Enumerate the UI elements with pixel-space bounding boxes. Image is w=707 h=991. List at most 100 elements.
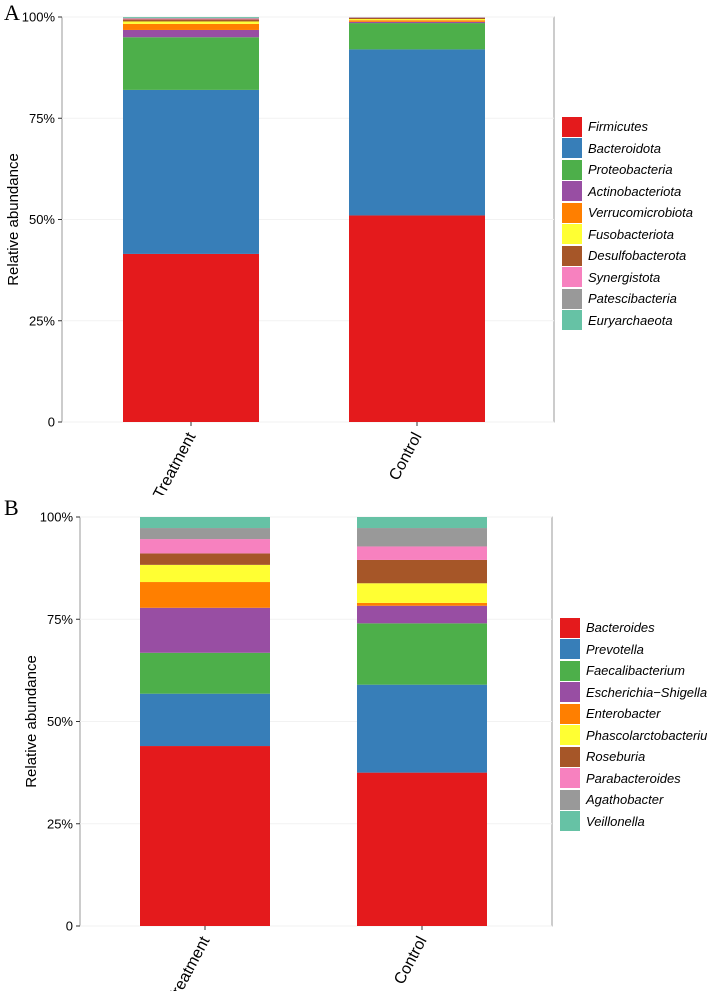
bar-segment: [123, 37, 259, 90]
bar-segment: [123, 253, 259, 422]
bar-segment: [357, 684, 487, 773]
legend-swatch: [560, 639, 580, 660]
legend-swatch: [562, 181, 582, 202]
x-tick-label: Control: [391, 934, 430, 988]
legend-item: Veillonella: [560, 811, 707, 833]
legend-item: Actinobacteriota: [562, 181, 693, 203]
bar-segment: [123, 19, 259, 22]
legend-item: Proteobacteria: [562, 159, 693, 181]
bar-segment: [349, 20, 485, 22]
bar-segment: [123, 18, 259, 20]
legend-item: Roseburia: [560, 746, 707, 768]
legend-swatch: [560, 768, 580, 789]
bar-segment: [123, 29, 259, 38]
bar-segment: [349, 19, 485, 21]
panel-a: A 0 25% 50% 75% 100% Relative abundance Treatm…: [0, 0, 707, 495]
y-tick-label: 25%: [47, 816, 73, 831]
legend-item: Desulfobacterota: [562, 245, 693, 267]
y-tick-label: 50%: [29, 212, 55, 227]
legend-swatch: [562, 288, 582, 309]
bar-segment: [349, 21, 485, 24]
legend-label: Actinobacteriota: [588, 183, 682, 199]
stacked-bar-chart-genus: 0 25% 50% 75% 100% Relative abundance Treatmen…: [23, 510, 553, 991]
legend-swatch: [562, 310, 582, 331]
legend-swatch: [560, 703, 580, 724]
bar-segment: [357, 623, 487, 685]
legend-swatch: [562, 202, 582, 223]
legend-label: Verrucomicrobiota: [588, 205, 694, 221]
legend-swatch: [562, 224, 582, 245]
legend-item: Euryarchaeota: [562, 310, 693, 332]
legend-label: Euryarchaeota: [588, 312, 673, 328]
y-tick-label: 25%: [29, 313, 55, 328]
legend-label: Escherichia−Shigella: [586, 684, 707, 700]
bar-segment: [140, 693, 270, 747]
legend-label: Patescibacteria: [588, 291, 677, 307]
legend-swatch: [560, 811, 580, 832]
legend-item: Bacteroides: [560, 617, 707, 639]
legend-swatch: [560, 660, 580, 681]
legend-item: Faecalibacterium: [560, 660, 707, 682]
legend-swatch: [562, 267, 582, 288]
legend-swatch: [562, 138, 582, 159]
y-axis-label: Relative abundance: [5, 153, 22, 286]
y-tick-label: 100%: [40, 510, 74, 525]
legend-item: Enterobacter: [560, 703, 707, 725]
y-tick-label: 0: [48, 415, 55, 430]
legend-item: Agathobacter: [560, 789, 707, 811]
legend-swatch: [560, 789, 580, 810]
bar-segment: [140, 528, 270, 540]
legend-label: Agathobacter: [586, 792, 664, 808]
bar-segment: [140, 553, 270, 565]
bar-segment: [349, 215, 485, 422]
legend-label: Desulfobacterota: [588, 248, 687, 264]
legend-item: Bacteroidota: [562, 138, 693, 160]
bar-segment: [357, 602, 487, 606]
legend: Firmicutes Bacteroidota Proteobacteria Acti…: [562, 116, 693, 331]
bar-segment: [140, 746, 270, 926]
legend-label: Faecalibacterium: [586, 663, 685, 679]
bar-segment: [123, 89, 259, 254]
bar-segment: [349, 23, 485, 50]
x-tick-label: Treatment: [151, 429, 200, 495]
legend-label: Firmicutes: [588, 119, 648, 135]
legend-item: Escherichia−Shigella: [560, 682, 707, 704]
bar-segment: [140, 607, 270, 653]
bar-segment: [123, 21, 259, 24]
legend-item: Prevotella: [560, 639, 707, 661]
bar-segment: [357, 772, 487, 926]
legend-item: Firmicutes: [562, 116, 693, 138]
bar-segment: [123, 23, 259, 30]
y-tick-label: 50%: [47, 714, 73, 729]
bar-segment: [357, 546, 487, 560]
legend-swatch: [560, 746, 580, 767]
legend-swatch: [562, 245, 582, 266]
legend-swatch: [560, 617, 580, 638]
legend-swatch: [562, 116, 582, 137]
legend-label: Phascolarctobacterium: [586, 727, 707, 743]
legend-label: Parabacteroides: [586, 770, 681, 786]
bar-segment: [349, 17, 485, 20]
legend-label: Veillonella: [586, 813, 645, 829]
bar-segment: [140, 517, 270, 529]
legend-item: Synergistota: [562, 267, 693, 289]
panel-b: B 0 25% 50% 75% 100% Relative abundance Treatm…: [0, 495, 707, 991]
bar-segment: [357, 583, 487, 603]
y-tick-label: 75%: [47, 612, 73, 627]
y-axis-label: Relative abundance: [23, 655, 40, 788]
legend-label: Bacteroidota: [588, 140, 661, 156]
legend-swatch: [560, 682, 580, 703]
legend-item: Fusobacteriota: [562, 224, 693, 246]
legend-label: Bacteroides: [586, 620, 655, 636]
bar-segment: [357, 559, 487, 584]
y-tick-label: 75%: [29, 111, 55, 126]
legend-item: Verrucomicrobiota: [562, 202, 693, 224]
bar-segment: [357, 528, 487, 547]
bar-segment: [357, 517, 487, 529]
stacked-bar-chart-phylum: 0 25% 50% 75% 100% Relative abundance Treatmen…: [5, 10, 555, 495]
bar-segment: [123, 17, 259, 18]
legend-label: Synergistota: [588, 269, 661, 285]
y-tick-label: 100%: [22, 10, 56, 25]
bar-segment: [349, 49, 485, 216]
bar-segment: [123, 17, 259, 19]
